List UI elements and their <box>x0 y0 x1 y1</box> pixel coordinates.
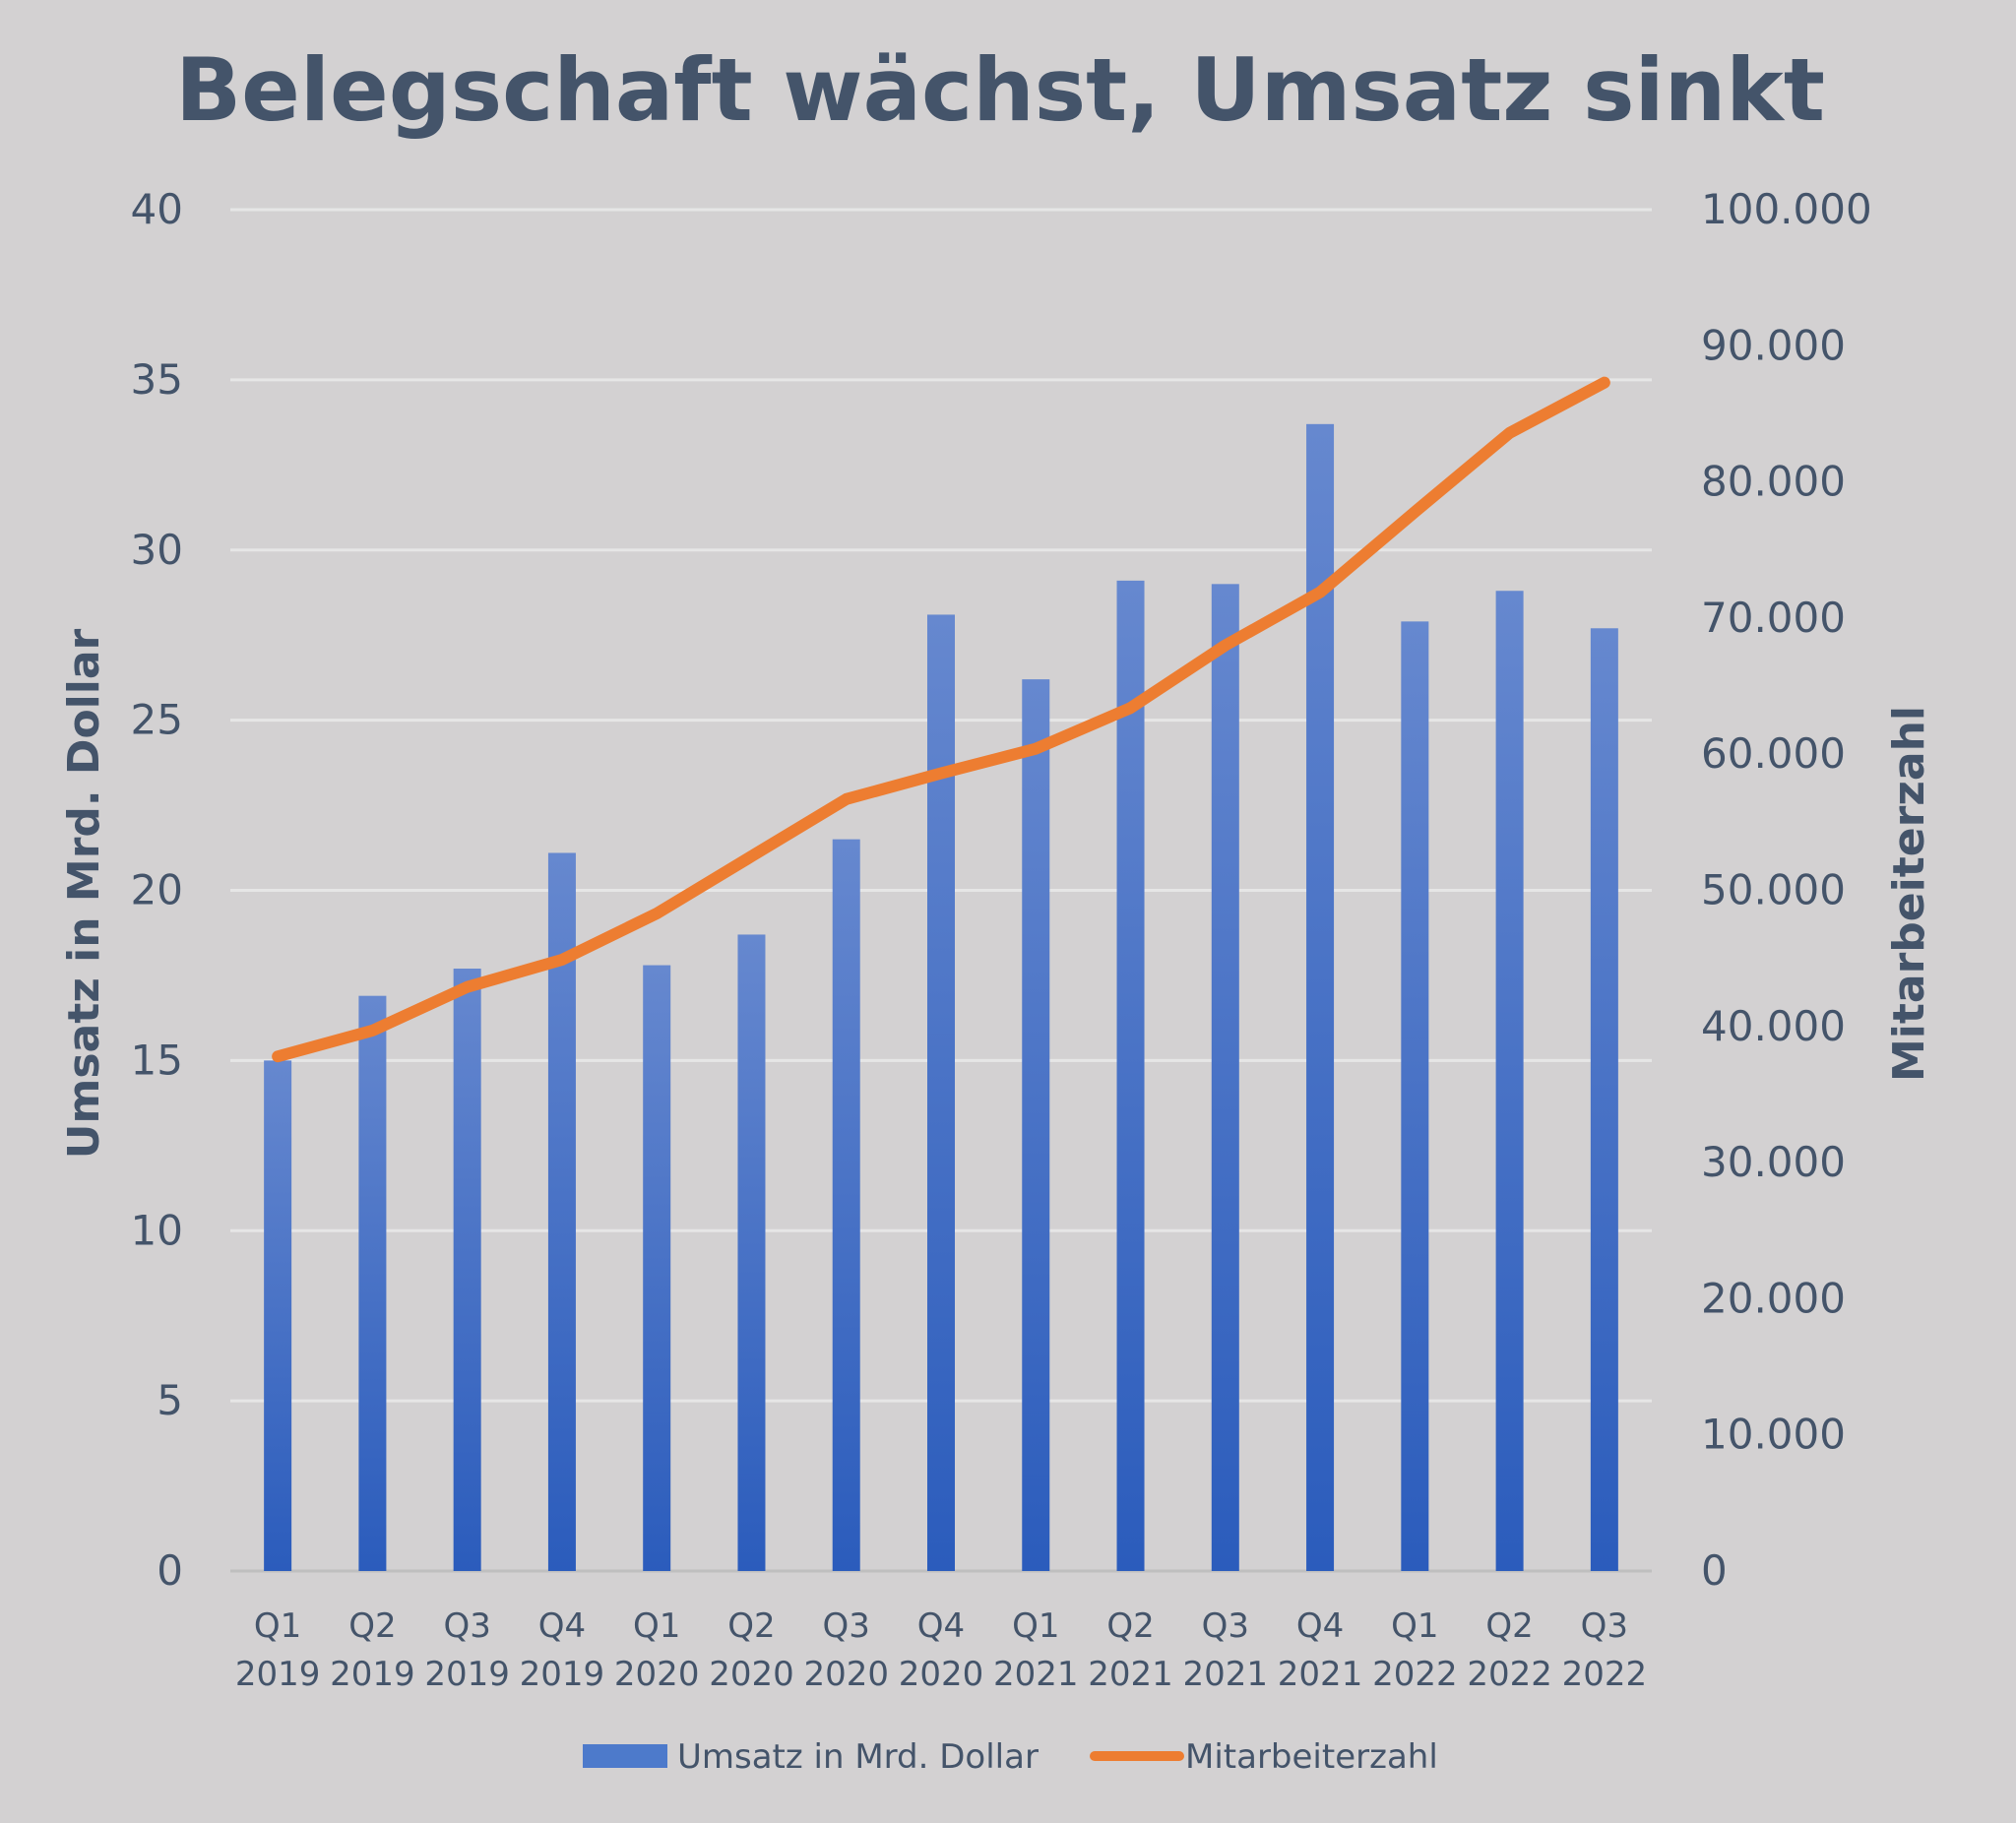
x-tick-label-year: 2021 <box>993 1655 1079 1694</box>
left-tick-label: 10 <box>131 1206 183 1254</box>
left-tick-label: 20 <box>131 866 183 914</box>
x-tick-label-quarter: Q2 <box>348 1606 396 1646</box>
bar <box>1211 584 1239 1571</box>
bar <box>737 934 766 1571</box>
x-tick-label-quarter: Q4 <box>917 1606 965 1646</box>
right-tick-label: 50.000 <box>1701 866 1846 914</box>
left-axis-ticks: 0 5 10 15 20 25 30 35 40 <box>131 185 183 1595</box>
x-tick-label-quarter: Q4 <box>538 1606 586 1646</box>
left-tick-label: 15 <box>131 1036 183 1084</box>
x-tick-label-year: 2020 <box>899 1655 984 1694</box>
x-tick-label-year: 2021 <box>1183 1655 1269 1694</box>
right-tick-label: 90.000 <box>1701 321 1846 369</box>
left-tick-label: 0 <box>157 1546 183 1595</box>
left-tick-label: 5 <box>157 1376 183 1424</box>
bar-series <box>264 423 1618 1571</box>
left-tick-label: 40 <box>131 185 183 233</box>
x-tick-label-year: 2021 <box>1278 1655 1363 1694</box>
right-axis-ticks: 0 10.000 20.000 30.000 40.000 50.000 60.000 70.… <box>1701 185 1872 1595</box>
x-tick-label-quarter: Q1 <box>633 1606 680 1646</box>
bar <box>1590 628 1618 1571</box>
chart-title: Belegschaft wächst, Umsatz sinkt <box>175 39 1825 141</box>
left-tick-label: 30 <box>131 526 183 574</box>
x-tick-label-quarter: Q2 <box>1485 1606 1533 1646</box>
x-tick-label-year: 2022 <box>1562 1655 1648 1694</box>
legend-label-revenue: Umsatz in Mrd. Dollar <box>677 1737 1039 1777</box>
right-tick-label: 80.000 <box>1701 458 1846 506</box>
x-tick-label-quarter: Q3 <box>1581 1606 1628 1646</box>
x-tick-label-year: 2019 <box>520 1655 605 1694</box>
x-tick-label-year: 2020 <box>803 1655 889 1694</box>
x-tick-label-quarter: Q1 <box>254 1606 301 1646</box>
bar <box>547 852 576 1571</box>
x-tick-label-year: 2020 <box>614 1655 700 1694</box>
x-tick-label-year: 2022 <box>1467 1655 1552 1694</box>
x-tick-label-year: 2019 <box>235 1655 321 1694</box>
bar <box>264 1060 292 1571</box>
bar <box>927 614 955 1571</box>
x-axis-ticks: Q1 2019 Q2 2019 Q3 2019 Q4 2019 Q1 2020 Q2 2020 Q3 20… <box>235 1606 1647 1694</box>
right-tick-label: 60.000 <box>1701 729 1846 778</box>
bar <box>358 995 387 1571</box>
bar <box>1022 679 1050 1571</box>
x-tick-label-year: 2019 <box>424 1655 510 1694</box>
x-tick-label-quarter: Q2 <box>1106 1606 1154 1646</box>
employee-line <box>272 376 1610 1063</box>
bar <box>643 965 671 1571</box>
bar <box>1306 423 1335 1571</box>
legend-label-employees: Mitarbeiterzahl <box>1185 1737 1438 1777</box>
bar <box>832 839 860 1571</box>
line-series <box>272 376 1610 1063</box>
x-tick-label-quarter: Q2 <box>727 1606 775 1646</box>
legend-swatch-bar <box>583 1744 667 1768</box>
right-tick-label: 30.000 <box>1701 1138 1846 1186</box>
right-axis-title: Mitarbeiterzahl <box>1884 706 1934 1082</box>
x-tick-label-year: 2021 <box>1088 1655 1173 1694</box>
bar <box>1401 621 1429 1571</box>
left-tick-label: 25 <box>131 696 183 744</box>
x-tick-label-year: 2020 <box>709 1655 794 1694</box>
bar <box>1495 591 1524 1571</box>
x-tick-label-quarter: Q1 <box>1012 1606 1059 1646</box>
right-tick-label: 10.000 <box>1701 1411 1846 1459</box>
x-tick-label-quarter: Q4 <box>1296 1606 1344 1646</box>
left-tick-label: 35 <box>131 355 183 404</box>
x-tick-label-year: 2019 <box>330 1655 415 1694</box>
x-tick-label-quarter: Q1 <box>1391 1606 1438 1646</box>
x-tick-label-quarter: Q3 <box>1202 1606 1249 1646</box>
bar <box>453 969 481 1571</box>
left-axis-title: Umsatz in Mrd. Dollar <box>59 628 109 1159</box>
right-tick-label: 40.000 <box>1701 1002 1846 1050</box>
right-tick-label: 20.000 <box>1701 1274 1846 1322</box>
bar <box>1116 580 1145 1571</box>
right-tick-label: 70.000 <box>1701 594 1846 642</box>
right-tick-label: 100.000 <box>1701 185 1872 233</box>
x-tick-label-quarter: Q3 <box>823 1606 870 1646</box>
x-tick-label-year: 2022 <box>1372 1655 1458 1694</box>
x-tick-label-quarter: Q3 <box>443 1606 490 1646</box>
right-tick-label: 0 <box>1701 1546 1728 1595</box>
legend: Umsatz in Mrd. Dollar Mitarbeiterzahl <box>583 1737 1438 1777</box>
